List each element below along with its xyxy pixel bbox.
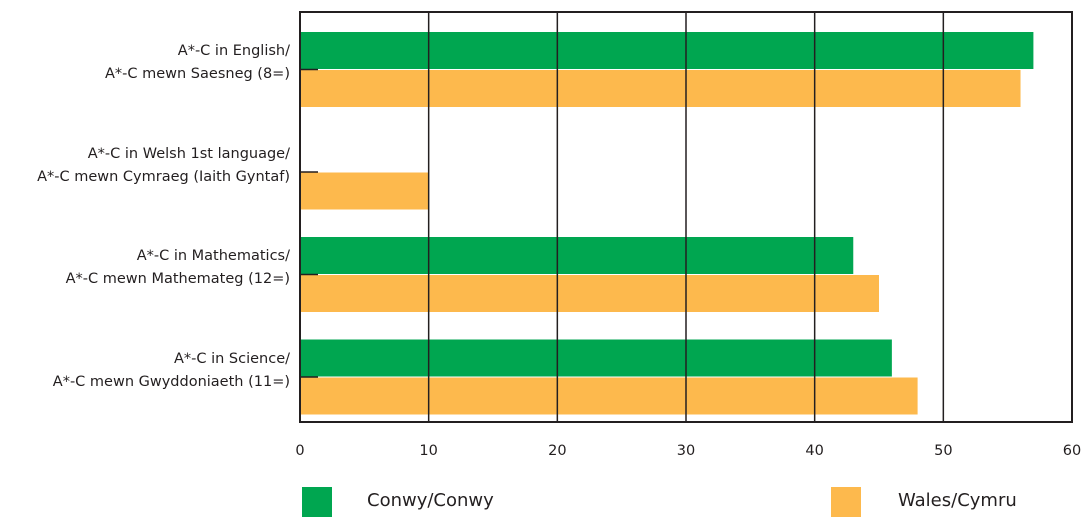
bar-conwy-3	[300, 339, 892, 377]
category-label: A*-C in Mathematics/A*-C mewn Mathemateg…	[0, 245, 290, 291]
x-tick-label: 0	[295, 443, 305, 459]
bars-layer	[300, 32, 1034, 415]
x-tick-label: 10	[419, 443, 438, 459]
x-tick-label: 60	[1062, 443, 1082, 459]
category-label-line: A*-C mewn Saesneg (8=)	[104, 66, 290, 82]
bar-wales-1	[300, 172, 429, 210]
category-label-line: A*-C mewn Gwyddoniaeth (11=)	[52, 373, 290, 390]
category-label: A*-C in Welsh 1st language/A*-C mewn Cym…	[0, 143, 290, 189]
frame-layer	[299, 11, 1073, 423]
bar-wales-3	[300, 377, 918, 415]
x-tick-label: 30	[676, 443, 696, 459]
plot-frame	[299, 11, 1073, 423]
category-label-line: A*-C mewn Mathemateg (12=)	[65, 271, 290, 287]
legend-swatch-wales	[831, 487, 861, 517]
legend-label-wales: Wales/Cymru	[898, 490, 1017, 511]
legend-label-conwy: Conwy/Conwy	[367, 490, 494, 511]
category-label-line: A*-C mewn Cymraeg (Iaith Gyntaf)	[37, 168, 290, 185]
category-label: A*-C in English/A*-C mewn Saesneg (8=)	[0, 40, 290, 86]
bar-wales-2	[300, 275, 879, 312]
category-label-line: A*-C in Mathematics/	[136, 248, 290, 264]
category-label: A*-C in Science/A*-C mewn Gwyddoniaeth (…	[0, 348, 290, 394]
bar-wales-0	[300, 70, 1021, 107]
legend-swatch-conwy	[302, 487, 332, 517]
category-label-line: A*-C in Welsh 1st language/	[87, 145, 290, 162]
category-label-line: A*-C in English/	[177, 43, 290, 59]
x-tick-label: 50	[934, 443, 953, 459]
x-tick-label: 40	[805, 443, 824, 459]
bar-conwy-2	[300, 237, 854, 274]
bar-conwy-0	[300, 32, 1034, 69]
grid-layer	[427, 12, 945, 422]
x-tick-label: 20	[548, 443, 567, 459]
category-label-line: A*-C in Science/	[173, 350, 290, 367]
